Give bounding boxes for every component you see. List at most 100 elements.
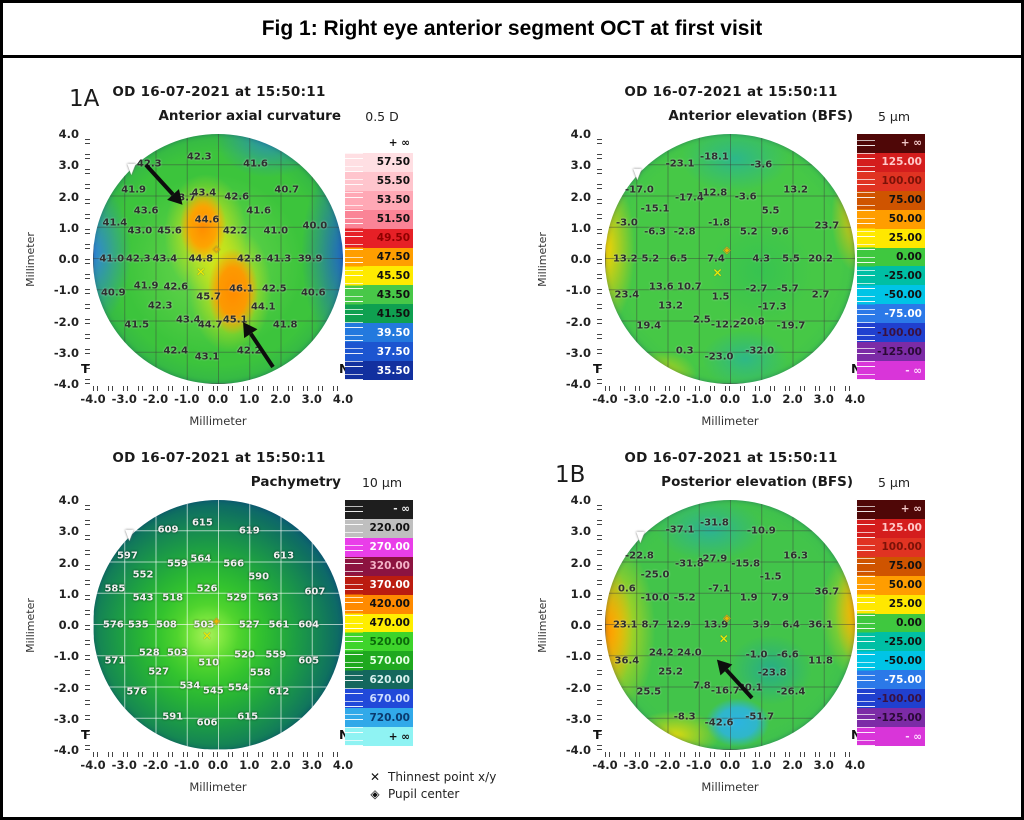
y-tick-label: -1.0 — [53, 649, 79, 664]
map-value-label: 43.0 — [127, 225, 153, 237]
map-value-label: -12.2 — [710, 319, 740, 331]
panel-anterior-axial-curvature: OD 16-07-2021 at 15:50:11 Anterior axial… — [9, 68, 509, 434]
map-value-label: 24.0 — [677, 647, 702, 659]
map-value-label: 25.2 — [658, 666, 683, 678]
x-tick-label: 2.0 — [270, 758, 291, 772]
x-tick-label: -2.0 — [142, 392, 169, 406]
scale-row-label: -50.00 — [875, 651, 925, 671]
scale-row-label: -25.00 — [875, 266, 925, 286]
scale-row-label: 670.00 — [363, 689, 413, 709]
exam-header: OD 16-07-2021 at 15:50:11 — [112, 84, 326, 100]
map-value-label: 527 — [238, 619, 260, 631]
map-value-label: -8.3 — [673, 711, 696, 723]
scale-row-label: + ∞ — [875, 500, 925, 519]
map-plot-area: T N Millimeter Millimeter 4.0 3.0 2.0 1.0 0.… — [536, 493, 866, 794]
map-grid — [605, 134, 855, 384]
nasal-label: N — [851, 727, 861, 742]
map-value-label: 3.9 — [752, 619, 771, 631]
scale-row-label: -125.00 — [875, 342, 925, 362]
map-value-label: 10.7 — [677, 281, 702, 293]
color-scale-strip — [345, 134, 363, 380]
map-value-label: 30.1 — [737, 682, 763, 693]
nasal-label: N — [339, 727, 349, 742]
map-value-label: 13.2 — [783, 184, 808, 196]
y-axis-title: Millimeter — [535, 597, 549, 653]
y-axis-title: Millimeter — [23, 597, 37, 653]
map-value-label: 576 — [126, 686, 148, 698]
x-tick-label: 4.0 — [332, 758, 354, 772]
scale-unit-label: 5 µm — [877, 109, 911, 124]
y-tick-label: 4.0 — [58, 127, 79, 141]
scale-row-label: 520.00 — [363, 632, 413, 652]
scale-row-label: -100.00 — [875, 323, 925, 343]
y-tick-label: -1.0 — [565, 649, 591, 664]
scale-row-label: 370.00 — [363, 575, 413, 595]
map-value-label: 559 — [166, 558, 188, 570]
y-tick-label: -2.0 — [565, 680, 591, 695]
map-value-label: 2.7 — [811, 289, 830, 301]
x-axis-title: Millimeter — [189, 414, 247, 428]
map-value-label: 566 — [223, 558, 245, 570]
y-axis-minor-ticks — [597, 500, 602, 750]
y-axis-title: Millimeter — [535, 231, 549, 287]
map-value-label: 13.9 — [703, 619, 729, 631]
color-scale-strip — [345, 500, 363, 746]
scale-row-label: 50.00 — [875, 209, 925, 229]
map-value-label: 44.6 — [194, 214, 220, 226]
scale-row-label: -100.00 — [875, 689, 925, 709]
x-tick-label: 0.0 — [719, 392, 741, 406]
map-value-label: 45.1 — [222, 314, 248, 326]
legend-thinnest-label: Thinnest point x/y — [388, 770, 497, 784]
scale-row-label: 0.00 — [875, 613, 925, 633]
map-title: Anterior elevation (BFS) — [668, 108, 853, 124]
map-value-label: -3.0 — [615, 217, 638, 229]
map-value-label: 42.5 — [261, 283, 287, 295]
map-value-label: -19.7 — [776, 320, 806, 332]
scale-row-label: 620.00 — [363, 670, 413, 690]
x-tick-label: -4.0 — [80, 758, 106, 772]
map-value-label: -5.2 — [673, 592, 696, 604]
scale-unit-label: 5 µm — [877, 475, 911, 490]
x-axis-title: Millimeter — [701, 414, 759, 428]
map-value-label: 40.6 — [300, 287, 326, 299]
y-tick-label: 3.0 — [570, 158, 591, 173]
map-value-label: 554 — [227, 682, 249, 693]
temporal-label: T — [81, 727, 90, 742]
y-tick-label: 1.0 — [570, 586, 591, 601]
y-tick-label: 3.0 — [58, 158, 79, 173]
scale-row-label: - ∞ — [363, 500, 413, 519]
map-value-label: -31.8 — [699, 517, 729, 529]
y-tick-label: 0.0 — [58, 618, 79, 632]
map-value-label: 41.5 — [124, 319, 150, 331]
y-tick-label: -4.0 — [53, 743, 79, 757]
map-value-label: 23.7 — [814, 220, 840, 232]
nasal-label: N — [339, 361, 349, 376]
x-tick-label: -1.0 — [686, 758, 712, 772]
map-value-label: 5.2 — [739, 226, 758, 238]
nasal-label: N — [851, 361, 861, 376]
map-value-label: 36.1 — [808, 619, 833, 631]
y-tick-label: -3.0 — [53, 345, 79, 360]
scale-row-label: 420.00 — [363, 594, 413, 614]
x-tick-label: 3.0 — [301, 758, 322, 772]
map-value-label: 42.3 — [125, 253, 151, 265]
map-value-label: 8.7 — [641, 619, 660, 631]
map-value-label: 43.4 — [191, 187, 217, 199]
y-tick-label: 2.0 — [570, 555, 591, 570]
x-tick-label: -2.0 — [654, 392, 681, 406]
y-axis-minor-ticks — [85, 500, 90, 750]
scale-row-label: 125.00 — [875, 518, 925, 538]
color-scale-labels: + ∞ 125.00 100.00 75.00 50.00 25.00 0.00 -25.00… — [875, 500, 925, 746]
map-value-label: -3.6 — [750, 159, 773, 171]
scale-row-label: 43.50 — [363, 285, 413, 305]
x-axis-title: Millimeter — [189, 780, 247, 794]
map-value-label: -31.8 — [674, 558, 704, 570]
map-value-label: 40.0 — [302, 220, 328, 232]
map-symbols-legend: ✕ Thinnest point x/y ◈ Pupil center — [369, 770, 496, 804]
map-value-label: 41.3 — [266, 253, 292, 265]
map-value-label: -17.3 — [757, 301, 787, 313]
map-value-label: 39.9 — [297, 253, 323, 265]
map-value-label: 564 — [190, 553, 212, 565]
map-value-label: 545 — [202, 685, 224, 697]
y-tick-label: 4.0 — [570, 127, 591, 141]
